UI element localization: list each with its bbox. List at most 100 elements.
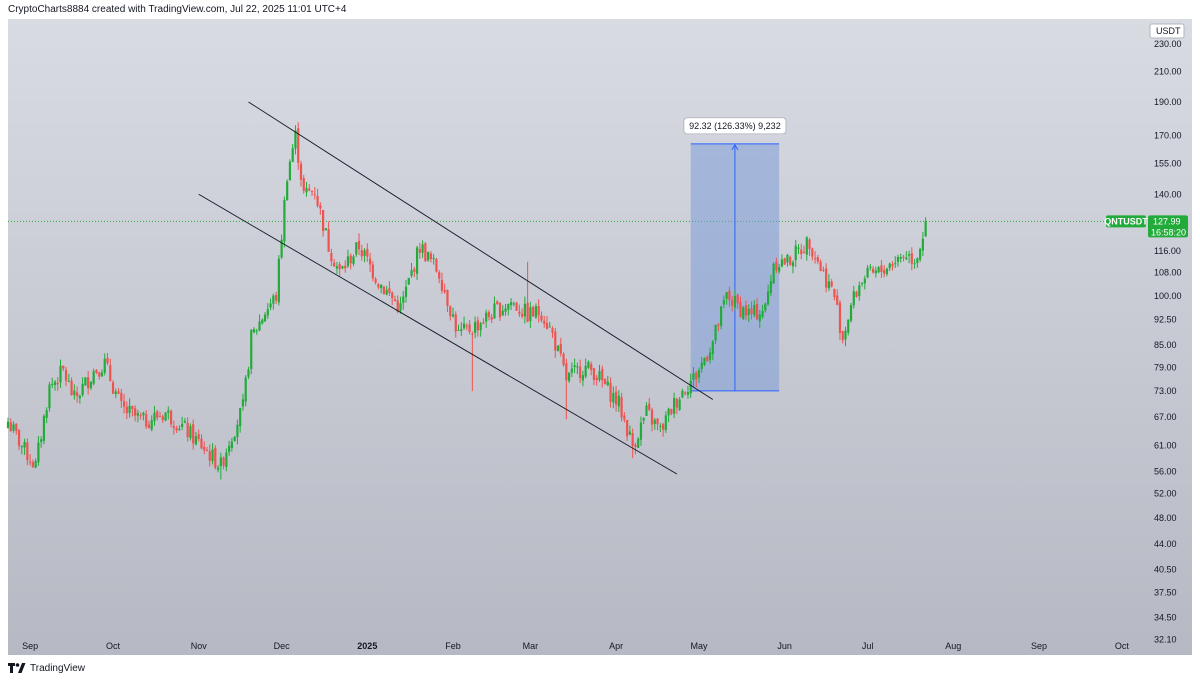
candle: [413, 266, 416, 277]
tradingview-wordmark: TradingView: [30, 662, 86, 674]
candle: [255, 328, 258, 335]
candle: [134, 405, 137, 422]
candle: [684, 391, 687, 396]
x-tick-label: Apr: [609, 641, 623, 651]
candle: [186, 417, 189, 442]
currency-badge[interactable]: USDT: [1149, 23, 1185, 39]
candle: [100, 369, 104, 377]
candle: [590, 361, 593, 376]
candle: [222, 456, 225, 470]
candle: [692, 367, 695, 388]
arrow-head-icon: [731, 143, 739, 151]
candle: [142, 411, 145, 421]
x-tick-label: May: [690, 641, 708, 651]
candle: [813, 251, 817, 264]
candle: [189, 423, 192, 441]
candle: [609, 377, 612, 408]
candle: [595, 375, 598, 386]
price-range-measure[interactable]: 92.32 (126.33%) 9,232: [683, 117, 787, 392]
candle: [308, 183, 311, 192]
candle: [236, 419, 239, 445]
candle: [131, 405, 134, 417]
candle: [515, 301, 518, 311]
candle: [48, 381, 51, 412]
candle: [252, 327, 256, 334]
candle: [75, 386, 79, 403]
candle: [393, 295, 397, 302]
candle: [858, 281, 861, 301]
candle: [258, 314, 261, 332]
candle: [736, 293, 739, 309]
candle: [637, 437, 640, 448]
candle: [490, 313, 493, 324]
candle: [175, 425, 178, 433]
candle: [277, 255, 280, 306]
candle: [302, 174, 305, 194]
candle: [772, 262, 775, 284]
candle: [89, 381, 93, 391]
candle: [424, 242, 427, 263]
candle: [913, 259, 916, 269]
candle: [474, 316, 477, 339]
candle: [352, 254, 355, 267]
candle: [156, 409, 159, 421]
x-tick-label: Aug: [945, 641, 961, 651]
candle: [521, 308, 524, 319]
candle: [98, 371, 101, 380]
candle: [9, 418, 12, 432]
candle: [418, 242, 421, 259]
candle: [797, 244, 800, 255]
candle: [216, 465, 220, 473]
candle: [916, 257, 919, 268]
candle: [51, 377, 54, 389]
candle: [907, 250, 911, 264]
candle: [548, 322, 551, 328]
candle: [717, 322, 720, 332]
y-tick-label: 37.50: [1154, 588, 1177, 598]
candle: [197, 429, 200, 442]
candle: [128, 398, 131, 418]
candle: [12, 421, 15, 433]
tradingview-brand[interactable]: TradingView: [8, 661, 85, 675]
trendline-channel-lower[interactable]: [198, 193, 678, 475]
candle: [208, 444, 211, 467]
trendline-channel-upper[interactable]: [248, 101, 714, 400]
y-tick-label: 116.00: [1154, 246, 1181, 256]
candle: [512, 301, 515, 307]
candle: [573, 358, 576, 374]
candle: [830, 279, 833, 288]
candle: [866, 265, 869, 279]
candle: [81, 377, 84, 397]
candle: [852, 285, 855, 309]
candle: [653, 417, 656, 430]
y-tick-label: 34.50: [1154, 613, 1177, 623]
candle: [228, 440, 231, 456]
candle: [214, 445, 217, 470]
candle: [438, 270, 441, 284]
candle: [239, 407, 242, 433]
candle: [675, 397, 678, 415]
candle: [576, 362, 579, 375]
candle: [145, 410, 148, 429]
y-tick-label: 155.00: [1154, 159, 1182, 169]
candle: [733, 289, 737, 311]
candle: [310, 190, 314, 196]
candle: [59, 359, 62, 389]
candle: [136, 409, 140, 423]
candle: [449, 305, 452, 321]
candle: [711, 339, 714, 361]
candle: [518, 304, 521, 318]
candle: [614, 386, 618, 412]
y-tick-label: 73.00: [1154, 386, 1177, 396]
candle: [415, 245, 419, 280]
candle: [822, 266, 825, 272]
candle: [534, 303, 538, 319]
candle: [722, 295, 725, 309]
candle: [872, 266, 875, 274]
candle: [794, 240, 797, 268]
candle: [496, 300, 499, 305]
candle: [241, 393, 245, 411]
candle: [205, 446, 209, 452]
candle: [919, 247, 922, 263]
